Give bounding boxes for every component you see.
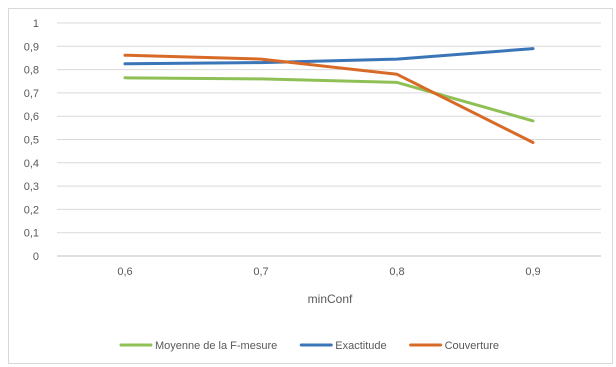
series-line (123, 47, 535, 66)
legend-label: Exactitude (335, 340, 386, 352)
y-tick-label: 0 (33, 251, 39, 263)
y-tick-label: 1 (33, 18, 39, 30)
series-line (123, 53, 535, 144)
legend-label: Couverture (445, 340, 499, 352)
x-axis-ticks: 0,6 0,7 0,8 0,9 (117, 266, 540, 278)
y-tick-label: 0,9 (24, 41, 39, 53)
x-tick-label: 0,6 (117, 266, 132, 278)
legend-label: Moyenne de la F-mesure (155, 340, 277, 352)
y-axis-ticks: 0 0,1 0,2 0,3 0,4 0,5 0,6 0,7 0,8 0,9 1 (24, 18, 39, 263)
x-tick-label: 0,8 (389, 266, 404, 278)
x-axis-title: minConf (308, 292, 353, 306)
series-line (123, 76, 535, 123)
y-tick-label: 0,5 (24, 135, 39, 147)
x-tick-label: 0,9 (525, 266, 540, 278)
legend: Moyenne de la F-mesure Exactitude Couvertu… (119, 340, 499, 352)
y-tick-label: 0,1 (24, 228, 39, 240)
y-tick-label: 0,4 (24, 158, 39, 170)
y-tick-label: 0,6 (24, 111, 39, 123)
y-tick-label: 0,3 (24, 181, 39, 193)
y-tick-label: 0,2 (24, 204, 39, 216)
y-tick-label: 0,7 (24, 88, 39, 100)
x-tick-label: 0,7 (253, 266, 268, 278)
y-tick-label: 0,8 (24, 65, 39, 77)
series-lines (123, 47, 535, 144)
gridlines (57, 22, 601, 257)
